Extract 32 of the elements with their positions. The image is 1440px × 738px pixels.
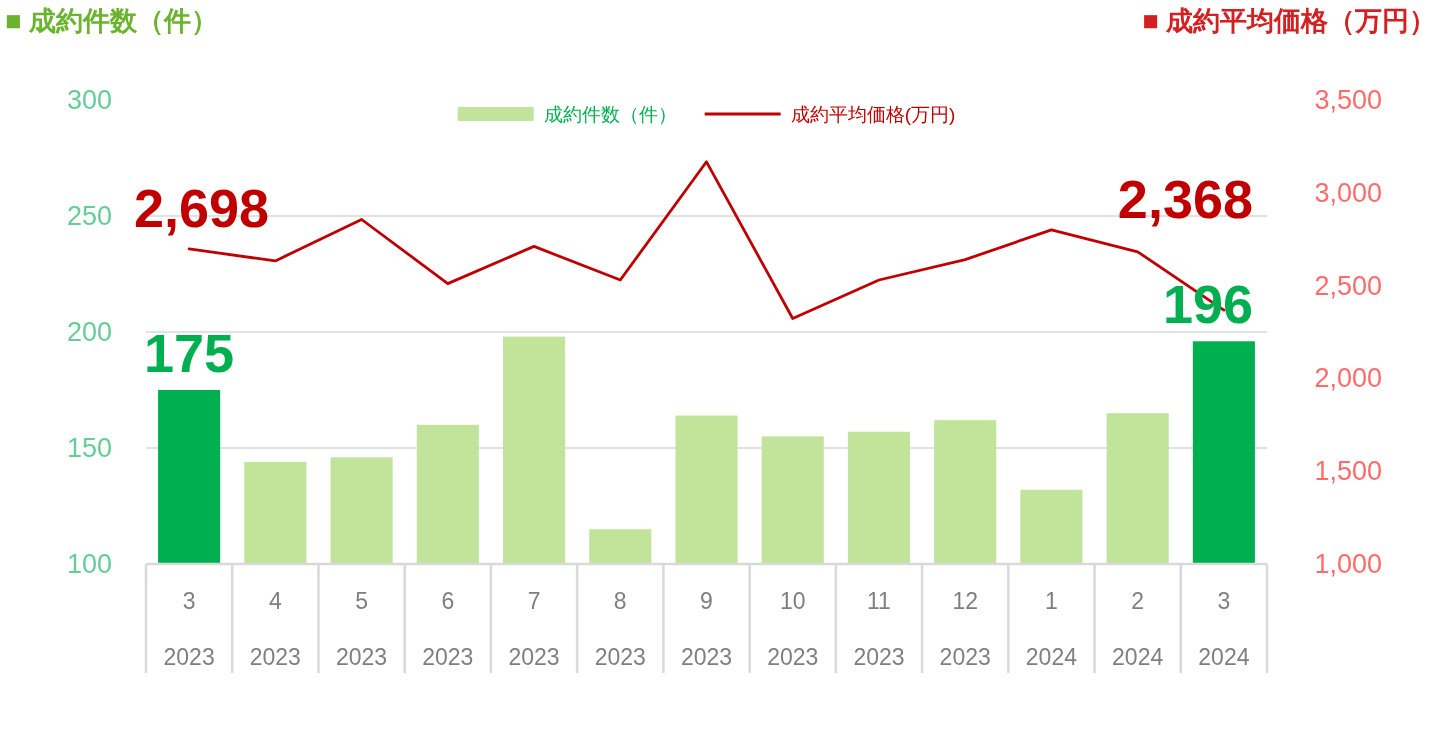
category-label: 2 2024 bbox=[1112, 588, 1164, 670]
category-label: 3 2024 bbox=[1198, 588, 1250, 670]
y2-tick-label: 1,500 bbox=[1314, 456, 1382, 487]
y2-tick-label: 1,000 bbox=[1314, 549, 1382, 579]
y2-tick-label: 2,000 bbox=[1314, 363, 1382, 394]
y2-tick-label: 3,500 bbox=[1314, 85, 1382, 115]
y-tick-label: 150 bbox=[66, 433, 112, 463]
y2-tick-label: 2,500 bbox=[1314, 270, 1382, 301]
category-label: 9 2023 bbox=[680, 588, 733, 670]
category-label: 1 2024 bbox=[1025, 588, 1078, 670]
category-label: 11 2023 bbox=[853, 588, 905, 670]
legend-label: 成約件数（件） bbox=[543, 103, 677, 125]
category-label: 12 2023 bbox=[939, 588, 991, 670]
data-label: 196 bbox=[1162, 274, 1253, 335]
category-label: 7 2023 bbox=[508, 588, 560, 670]
y-tick-label: 250 bbox=[66, 201, 112, 231]
data-label: 175 bbox=[144, 323, 235, 383]
y-tick-label: 100 bbox=[66, 549, 112, 579]
y2-axis-title: ■ 成約平均価格（万円） bbox=[1142, 6, 1436, 36]
data-label: 2,368 bbox=[1117, 169, 1253, 230]
legend-label: 成約平均価格(万円) bbox=[790, 103, 956, 125]
category-label: 4 2023 bbox=[249, 588, 301, 670]
category-label: 3 2023 bbox=[163, 588, 215, 670]
data-label: 2,698 bbox=[134, 177, 270, 238]
category-label: 10 2023 bbox=[767, 588, 819, 670]
category-label: 5 2023 bbox=[335, 588, 388, 670]
y2-tick-label: 3,000 bbox=[1314, 177, 1382, 208]
category-label: 8 2023 bbox=[594, 588, 646, 670]
y-tick-label: 200 bbox=[66, 317, 112, 347]
y-axis-title: ■ 成約件数（件） bbox=[5, 6, 218, 36]
category-label: 6 2023 bbox=[422, 588, 474, 670]
y-tick-label: 300 bbox=[66, 85, 112, 115]
